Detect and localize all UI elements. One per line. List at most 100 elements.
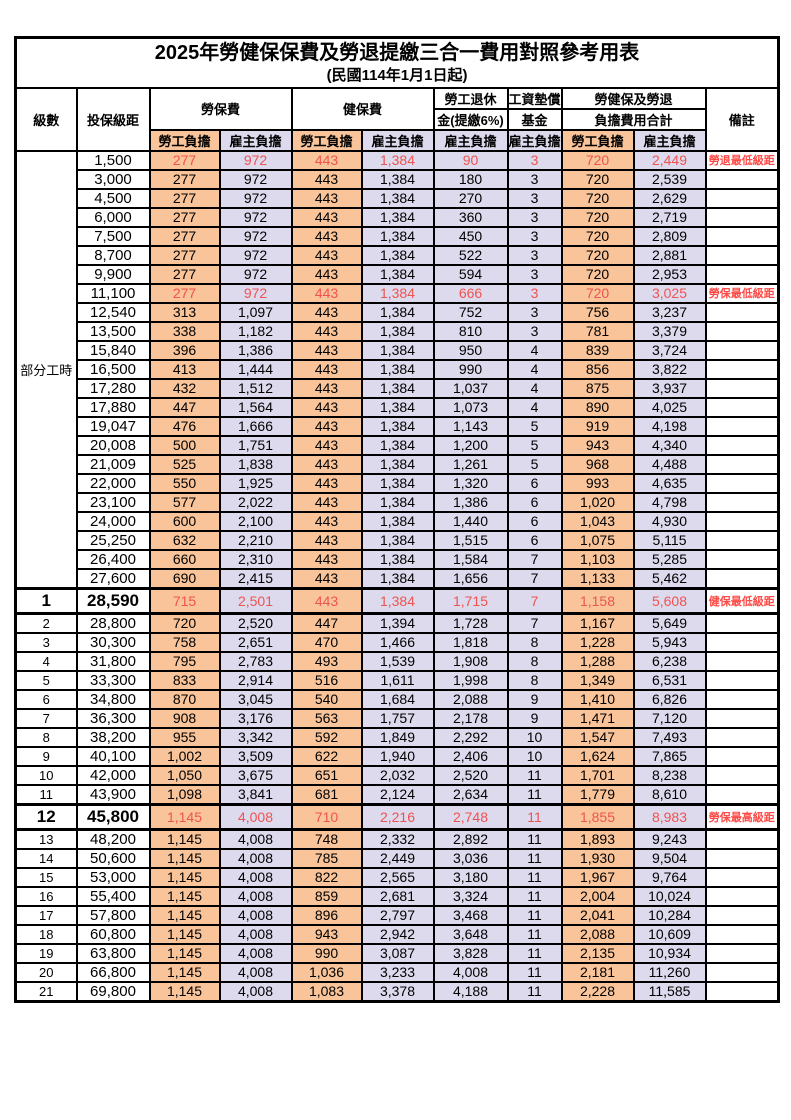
col-header-total-bottom: 負擔費用合計 (560, 107, 707, 131)
value-cell: 856 (560, 358, 635, 380)
col-header-remark: 備註 (704, 86, 780, 152)
bracket-cell: 50,600 (75, 847, 151, 869)
level-cell: 4 (14, 650, 78, 672)
value-cell: 1,098 (148, 783, 221, 805)
remark-cell (704, 631, 780, 653)
remark-cell (704, 828, 780, 850)
table-row: 23,100 577 2,022 443 1,384 1,386 6 1,020 4,798 (16, 491, 780, 513)
value-cell: 1,624 (560, 745, 635, 767)
col-header-labor-insurance: 勞保費 (148, 86, 293, 131)
bracket-cell: 21,009 (75, 453, 151, 475)
table-row: 27,600 690 2,415 443 1,384 1,656 7 1,133 5,462 (16, 567, 780, 589)
bracket-cell: 43,900 (75, 783, 151, 805)
value-cell: 890 (560, 396, 635, 418)
value-cell: 2,651 (218, 631, 293, 653)
value-cell: 432 (148, 377, 221, 399)
value-cell: 720 (560, 282, 635, 304)
bracket-cell: 24,000 (75, 510, 151, 532)
table-row: 9 40,100 1,002 3,509 622 1,940 2,406 10 1,624 7,8… (14, 745, 780, 767)
part-time-label: 部分工時 (14, 149, 78, 589)
value-cell: 7 (506, 612, 563, 634)
value-cell: 3 (506, 244, 563, 266)
value-cell: 1,384 (360, 510, 435, 532)
value-cell: 8,983 (632, 802, 707, 831)
value-cell: 1,384 (360, 453, 435, 475)
level-cell: 6 (14, 688, 78, 710)
value-cell: 443 (290, 472, 363, 494)
value-cell: 476 (148, 415, 221, 437)
value-cell: 1,384 (360, 244, 435, 266)
value-cell: 919 (560, 415, 635, 437)
value-cell: 1,384 (360, 358, 435, 380)
value-cell: 9,764 (632, 866, 707, 888)
bracket-cell: 28,800 (75, 612, 151, 634)
value-cell: 3,379 (632, 320, 707, 342)
value-cell: 1,384 (360, 567, 435, 589)
value-cell: 443 (290, 320, 363, 342)
value-cell: 443 (290, 491, 363, 513)
value-cell: 1,925 (218, 472, 293, 494)
bracket-cell: 31,800 (75, 650, 151, 672)
value-cell: 3,841 (218, 783, 293, 805)
value-cell: 990 (290, 942, 363, 964)
value-cell: 3 (506, 225, 563, 247)
bracket-cell: 45,800 (75, 802, 151, 831)
value-cell: 1,384 (360, 225, 435, 247)
remark-cell (704, 244, 780, 266)
value-cell: 4,008 (218, 802, 293, 831)
subheader-wage-fund-employer: 雇主負擔 (506, 128, 563, 152)
value-cell: 968 (560, 453, 635, 475)
table-row: 7,500 277 972 443 1,384 450 3 720 2,809 (16, 225, 780, 247)
table-row: 16,500 413 1,444 443 1,384 990 4 856 3,822 (16, 358, 780, 380)
value-cell: 752 (432, 301, 509, 323)
table-row: 14 50,600 1,145 4,008 785 2,449 3,036 11 1,930 9,… (14, 847, 780, 869)
value-cell: 11 (506, 885, 563, 907)
value-cell: 1,930 (560, 847, 635, 869)
value-cell: 3 (506, 149, 563, 171)
value-cell: 2,783 (218, 650, 293, 672)
remark-cell (704, 567, 780, 589)
value-cell: 3,087 (360, 942, 435, 964)
value-cell: 563 (290, 707, 363, 729)
value-cell: 9 (506, 707, 563, 729)
table-row: 6,000 277 972 443 1,384 360 3 720 2,719 (16, 206, 780, 228)
bracket-cell: 16,500 (75, 358, 151, 380)
value-cell: 443 (290, 434, 363, 456)
page-subtitle: (民國114年1月1日起) (326, 66, 468, 84)
remark-cell (704, 745, 780, 767)
value-cell: 972 (218, 206, 293, 228)
remark-cell (704, 669, 780, 691)
value-cell: 651 (290, 764, 363, 786)
value-cell: 4,488 (632, 453, 707, 475)
value-cell: 720 (560, 244, 635, 266)
value-cell: 1,384 (360, 491, 435, 513)
value-cell: 870 (148, 688, 221, 710)
value-cell: 3,324 (432, 885, 509, 907)
value-cell: 4,930 (632, 510, 707, 532)
value-cell: 7,493 (632, 726, 707, 748)
value-cell: 3,036 (432, 847, 509, 869)
page-title: 2025年勞健保保費及勞退提繳三合一費用對照參考用表 (154, 41, 640, 64)
value-cell: 5 (506, 453, 563, 475)
value-cell: 2,634 (432, 783, 509, 805)
value-cell: 2,539 (632, 168, 707, 190)
value-cell: 3,937 (632, 377, 707, 399)
value-cell: 1,075 (560, 529, 635, 551)
value-cell: 447 (148, 396, 221, 418)
value-cell: 11 (506, 980, 563, 1002)
header-row-1: 級數 投保級距 勞保費 健保費 勞工退休 工資墊償 勞健保及勞退 備註 (14, 86, 780, 152)
value-cell: 4,635 (632, 472, 707, 494)
value-cell: 443 (290, 567, 363, 589)
value-cell: 11 (506, 866, 563, 888)
value-cell: 6 (506, 510, 563, 532)
value-cell: 8 (506, 650, 563, 672)
value-cell: 4,008 (218, 942, 293, 964)
table-row: 部分工時 1,500 277 972 443 1,384 90 3 720 2,449 勞退最低級距 (14, 149, 780, 589)
level-cell: 16 (14, 885, 78, 907)
table-row: 17 57,800 1,145 4,008 896 2,797 3,468 11 2,041 10… (14, 904, 780, 926)
value-cell: 5,115 (632, 529, 707, 551)
value-cell: 1,349 (560, 669, 635, 691)
value-cell: 822 (290, 866, 363, 888)
remark-cell (704, 263, 780, 285)
